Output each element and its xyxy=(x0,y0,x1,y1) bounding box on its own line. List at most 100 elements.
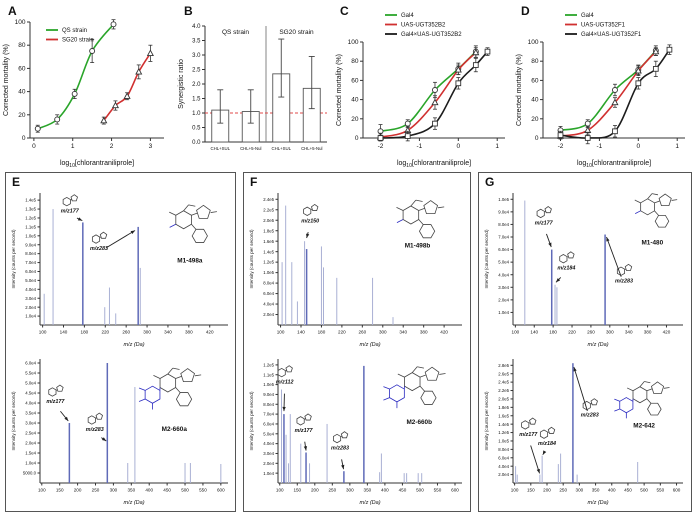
svg-text:1: 1 xyxy=(71,143,75,150)
svg-text:100: 100 xyxy=(528,39,539,46)
svg-text:150: 150 xyxy=(56,488,64,493)
svg-text:M1-480: M1-480 xyxy=(641,240,663,247)
svg-text:SG20 strain: SG20 strain xyxy=(279,29,314,36)
svg-text:-2: -2 xyxy=(558,143,564,150)
svg-text:1.0e5: 1.0e5 xyxy=(263,270,274,275)
svg-text:m/z184: m/z184 xyxy=(538,441,556,447)
panel-box-f: F 100 140 180 220 260 300 340 380 420 2.4e5 2.2e5 2… xyxy=(243,172,471,512)
svg-text:400: 400 xyxy=(608,488,616,493)
svg-text:100: 100 xyxy=(15,19,26,26)
svg-text:0: 0 xyxy=(355,135,359,142)
svg-text:1.0e5: 1.0e5 xyxy=(25,233,36,238)
svg-text:m/z112: m/z112 xyxy=(276,380,294,386)
svg-text:1.0e5: 1.0e5 xyxy=(263,382,274,387)
svg-text:300: 300 xyxy=(606,330,614,335)
svg-text:Intensity (counts per second): Intensity (counts per second) xyxy=(484,229,489,288)
svg-text:40: 40 xyxy=(351,97,359,104)
svg-text:4.0e4: 4.0e4 xyxy=(498,272,509,277)
svg-text:2.0e4: 2.0e4 xyxy=(263,461,274,466)
svg-text:m/z177: m/z177 xyxy=(46,399,65,405)
svg-text:380: 380 xyxy=(185,330,193,335)
svg-text:5.0e4: 5.0e4 xyxy=(498,260,509,265)
svg-text:log10[chlorantraniliprole]: log10[chlorantraniliprole] xyxy=(397,160,471,169)
svg-text:Intensity (counts per second): Intensity (counts per second) xyxy=(249,391,254,450)
svg-text:100: 100 xyxy=(512,330,520,335)
svg-text:SG20 strain: SG20 strain xyxy=(62,38,94,44)
svg-text:40: 40 xyxy=(18,89,26,96)
svg-text:300: 300 xyxy=(379,330,387,335)
svg-text:1.0e5: 1.0e5 xyxy=(498,439,509,444)
svg-text:250: 250 xyxy=(559,488,567,493)
svg-text:0: 0 xyxy=(22,135,26,142)
svg-text:300: 300 xyxy=(110,488,118,493)
svg-text:4.0e4: 4.0e4 xyxy=(25,287,36,292)
svg-text:6.0e4: 6.0e4 xyxy=(25,361,36,366)
svg-text:3.5: 3.5 xyxy=(192,39,201,45)
svg-text:Synergistic ratio: Synergistic ratio xyxy=(178,59,185,109)
svg-text:UAS-UGT352B2: UAS-UGT352B2 xyxy=(401,23,446,29)
svg-text:180: 180 xyxy=(81,330,89,335)
svg-text:1.0e4: 1.0e4 xyxy=(25,314,36,319)
svg-text:380: 380 xyxy=(420,330,428,335)
svg-text:m/z150: m/z150 xyxy=(301,218,319,224)
svg-text:7.0e4: 7.0e4 xyxy=(498,235,509,240)
svg-text:m/z283: m/z283 xyxy=(581,413,599,419)
svg-text:20: 20 xyxy=(18,112,26,119)
panel-label-b: B xyxy=(184,4,193,18)
svg-text:M2-660a: M2-660a xyxy=(162,426,188,433)
svg-text:100: 100 xyxy=(276,488,284,493)
svg-text:2.0e4: 2.0e4 xyxy=(25,441,36,446)
svg-text:80: 80 xyxy=(531,58,539,65)
svg-text:2.6e5: 2.6e5 xyxy=(498,371,509,376)
svg-text:80: 80 xyxy=(18,42,26,49)
svg-text:1.0: 1.0 xyxy=(192,111,201,117)
svg-text:6.0e4: 6.0e4 xyxy=(498,247,509,252)
chart-dose-response-d: -2 -1 0 1020406080100log10[chlorantranilipr… xyxy=(516,13,685,169)
svg-text:QS strain: QS strain xyxy=(62,28,87,34)
svg-text:8.0e4: 8.0e4 xyxy=(263,281,274,286)
svg-text:Corrected mortality (%): Corrected mortality (%) xyxy=(516,54,523,126)
svg-text:m/z177: m/z177 xyxy=(61,209,80,215)
svg-text:500: 500 xyxy=(181,488,189,493)
svg-text:9.0e4: 9.0e4 xyxy=(25,242,36,247)
svg-text:Gal4: Gal4 xyxy=(581,13,594,19)
svg-text:m/z (Da): m/z (Da) xyxy=(359,500,380,506)
svg-text:6.0e4: 6.0e4 xyxy=(263,291,274,296)
svg-text:M1-498a: M1-498a xyxy=(177,258,203,265)
svg-text:2.0e4: 2.0e4 xyxy=(25,305,36,310)
svg-text:CHL+SUL: CHL+SUL xyxy=(272,146,292,151)
svg-text:550: 550 xyxy=(434,488,442,493)
svg-text:m/z283: m/z283 xyxy=(86,427,104,433)
svg-text:80: 80 xyxy=(351,58,359,65)
svg-text:60: 60 xyxy=(531,77,539,84)
svg-text:-1: -1 xyxy=(597,143,603,150)
svg-text:600: 600 xyxy=(451,488,459,493)
svg-text:2.0e4: 2.0e4 xyxy=(498,297,509,302)
svg-text:m/z (Da): m/z (Da) xyxy=(587,500,608,506)
svg-text:CHL+5-Nul: CHL+5-Nul xyxy=(301,146,322,151)
svg-text:150: 150 xyxy=(293,488,301,493)
svg-text:Intensity (counts per second): Intensity (counts per second) xyxy=(484,391,489,450)
svg-text:300: 300 xyxy=(576,488,584,493)
svg-text:1.0e4: 1.0e4 xyxy=(498,310,509,315)
svg-text:3.0e4: 3.0e4 xyxy=(263,451,274,456)
svg-text:140: 140 xyxy=(60,330,68,335)
svg-text:2: 2 xyxy=(110,143,114,150)
svg-text:260: 260 xyxy=(587,330,595,335)
chart-synergistic-ratio-b: 0.0 0.5 1.0 1.5 2.0 2.5 3.0 3.5 4.0 Synergistic r… xyxy=(178,24,327,151)
svg-text:340: 340 xyxy=(399,330,407,335)
svg-text:100: 100 xyxy=(277,330,285,335)
svg-text:m/z283: m/z283 xyxy=(615,278,633,284)
svg-text:260: 260 xyxy=(358,330,366,335)
svg-text:Gal4×UAS-UGT352B2: Gal4×UAS-UGT352B2 xyxy=(401,32,462,38)
panel-box-e: E 100 140 180 220 260 300 340 380 420 1.4e5 1.3e5 1… xyxy=(5,172,236,512)
svg-text:500: 500 xyxy=(416,488,424,493)
svg-text:4.5e4: 4.5e4 xyxy=(25,391,36,396)
svg-text:1.0e5: 1.0e5 xyxy=(498,197,509,202)
svg-text:60: 60 xyxy=(18,65,26,72)
svg-text:log10[chlorantraniliprole]: log10[chlorantraniliprole] xyxy=(60,160,134,169)
svg-text:3.0e4: 3.0e4 xyxy=(25,421,36,426)
svg-text:8.0e4: 8.0e4 xyxy=(498,447,509,452)
svg-text:4.0e4: 4.0e4 xyxy=(25,401,36,406)
